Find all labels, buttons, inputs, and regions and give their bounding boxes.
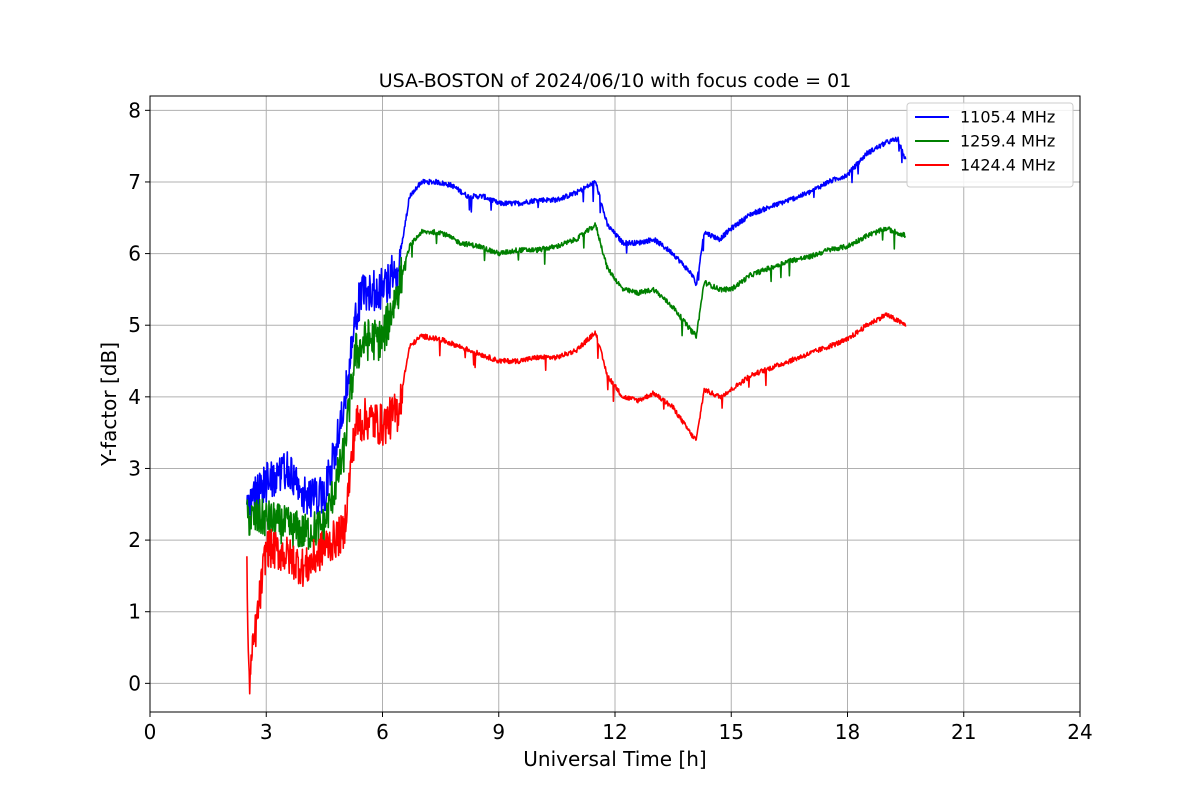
x-tick-label: 0	[144, 720, 157, 744]
y-tick-label: 5	[128, 313, 141, 337]
series-line-3	[246, 312, 907, 695]
chart-title: USA-BOSTON of 2024/06/10 with focus code…	[379, 70, 852, 92]
series-line-2	[246, 222, 907, 550]
y-tick-label: 3	[128, 456, 141, 480]
y-tick-label: 8	[128, 98, 141, 122]
series-lines	[246, 136, 907, 695]
x-axis-label: Universal Time [h]	[523, 747, 706, 771]
legend-label: 1105.4 MHz	[960, 108, 1055, 127]
x-tick-label: 21	[951, 720, 976, 744]
series-line-1	[246, 136, 907, 520]
x-tick-label: 24	[1067, 720, 1092, 744]
legend: 1105.4 MHz 1259.4 MHz 1424.4 MHz	[906, 102, 1074, 188]
y-tick-label: 7	[128, 170, 141, 194]
y-axis-label: Y-factor [dB]	[97, 342, 121, 467]
x-tick-label: 12	[602, 720, 627, 744]
y-tick-label: 2	[128, 528, 141, 552]
y-tick-label: 0	[128, 671, 141, 695]
y-tick-label: 4	[128, 385, 141, 409]
grid-lines	[149, 96, 1081, 712]
x-tick-label: 6	[376, 720, 389, 744]
x-tick-label: 15	[719, 720, 744, 744]
x-tick-label: 18	[835, 720, 860, 744]
legend-label: 1259.4 MHz	[960, 132, 1055, 151]
x-tick-label: 9	[492, 720, 505, 744]
legend-label: 1424.4 MHz	[960, 156, 1055, 175]
y-tick-label: 6	[128, 242, 141, 266]
y-tick-label: 1	[128, 600, 141, 624]
x-tick-label: 3	[260, 720, 273, 744]
